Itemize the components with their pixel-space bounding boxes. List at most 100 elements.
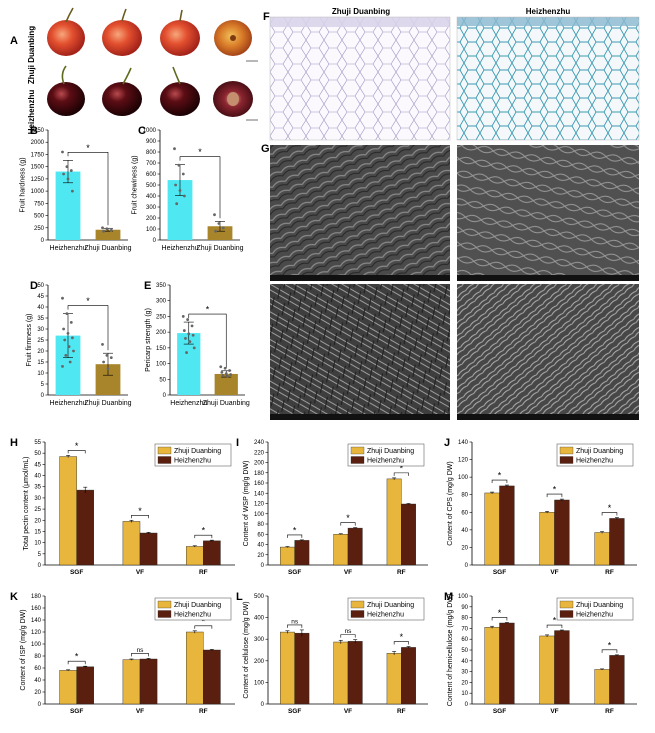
y-tick-label: 250 [34,226,45,232]
data-point [62,172,65,176]
bar [499,622,515,705]
data-point [183,194,186,198]
data-point [187,332,191,336]
data-point [184,337,187,340]
heizhenzhu-cherry-photo-2 [102,67,142,116]
y-tick-label: 240 [254,440,265,446]
y-tick-label: 10 [37,371,44,377]
data-point [186,318,190,321]
y-tick-label: 45 [37,294,44,300]
heizhenzhu-cherry-photo-1 [47,65,85,116]
y-tick-label: 180 [254,471,265,477]
zhuji-cherry-photo-4 [214,20,258,62]
legend-swatch [559,600,574,609]
data-point [69,169,73,172]
bar [294,540,310,566]
y-tick-label: 160 [254,481,265,487]
x-tick-label: VF [136,708,144,715]
bar [95,229,121,240]
y-tick-label: 25 [34,507,41,513]
y-axis-label: Pericarp strength (g) [145,308,152,372]
y-axis-label: Content of hemicellulose (mg/g DW) [447,594,454,706]
y-tick-label: 30 [37,327,44,333]
legend-box [347,443,425,467]
data-point [190,324,194,328]
bar [280,631,295,705]
data-point [178,189,182,192]
bar [139,658,158,705]
data-point [101,226,104,230]
y-tick-label: 400 [146,194,157,200]
legend-label: Heizhenzhu [367,458,404,465]
bar [214,373,238,395]
significance-label: * [86,143,90,153]
y-tick-label: 55 [34,440,41,446]
legend-label: Zhuji Duanbing [367,602,414,609]
significance-bracket [188,313,227,368]
bar [594,669,610,705]
y-tick-label: 1750 [31,152,45,158]
legend-swatch [350,610,365,618]
bar [609,518,625,566]
data-point [61,296,64,300]
y-tick-label: 0 [38,702,42,708]
y-axis-label: Content of CPS (mg/g DW) [447,461,454,545]
panel-label: H [10,437,18,449]
y-tick-label: 20 [34,518,41,524]
bar [484,627,500,705]
y-tick-label: 35 [37,316,44,322]
y-tick-label: 50 [34,451,41,457]
significance-label: * [138,506,142,516]
data-point [224,372,228,376]
y-tick-label: 120 [31,630,42,636]
legend-label: Heizhenzhu [367,612,404,619]
y-tick-label: 0 [153,238,157,244]
x-tick-label: Zhuji Duanbing [84,245,131,252]
data-point [66,332,70,335]
legend-swatch [157,456,172,464]
histology-title-zhuji: Zhuji Duanbing [332,7,390,16]
chart-c: C 0 100 200 300 400 500 600 700 800 900 1000 Fruit c… [131,125,243,252]
heizhenzhu-cherry-cut-photo [213,81,258,121]
data-point [182,329,186,332]
bar [386,653,402,705]
y-tick-label: 800 [146,150,157,156]
x-tick-label: VF [344,708,352,715]
bar [347,641,363,705]
y-tick-label: 140 [31,618,42,624]
significance-label: * [498,608,502,618]
data-point [221,226,225,230]
x-tick-label: SGF [70,569,83,576]
y-axis-label: Content of ISP (mg/g DW) [20,609,27,690]
y-tick-label: 100 [458,475,469,481]
panel-a-label: A [10,35,18,47]
panel-g: G [261,143,639,420]
bar [554,499,570,566]
data-point [174,183,178,187]
chart-h: H 0 5 10 15 20 25 30 35 40 45 50 55 Total pectin cont… [10,437,235,576]
bar [186,546,204,566]
y-tick-label: 20 [461,545,468,551]
y-tick-label: 200 [254,659,265,665]
panel-g-label: G [261,143,270,155]
data-point [102,360,105,364]
bar [294,632,310,705]
y-tick-label: 150 [156,346,167,352]
bar [186,631,204,705]
significance-label: * [293,525,297,535]
bar [484,492,500,566]
bar [280,546,295,566]
y-tick-label: 40 [461,659,468,665]
y-tick-label: 300 [156,299,167,305]
charts-layer: B0250500750100012501500175020002250Fruit… [10,125,637,715]
legend-box [154,443,232,467]
bar [554,630,570,705]
data-point [228,369,231,372]
panel-label: B [30,125,38,137]
legend-swatch [559,456,574,464]
significance-bracket [287,534,303,538]
y-axis-label: Fruit firmness (g) [26,314,33,367]
significance-bracket [131,514,149,519]
y-axis-label: Content of WSP (mg/g DW) [243,461,250,547]
data-point [63,338,67,342]
